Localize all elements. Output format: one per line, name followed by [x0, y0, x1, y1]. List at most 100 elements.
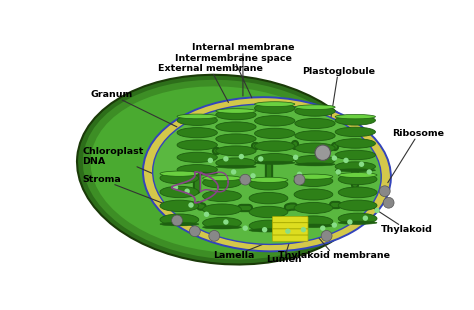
Ellipse shape: [338, 187, 377, 198]
Circle shape: [262, 227, 267, 232]
Ellipse shape: [335, 127, 375, 137]
Ellipse shape: [202, 217, 241, 228]
Ellipse shape: [177, 165, 218, 175]
Circle shape: [321, 230, 332, 241]
Ellipse shape: [255, 161, 295, 164]
Circle shape: [320, 225, 326, 231]
Text: Intermembrane space: Intermembrane space: [175, 54, 292, 98]
Ellipse shape: [202, 226, 241, 229]
Circle shape: [343, 158, 349, 163]
Ellipse shape: [216, 109, 256, 113]
Circle shape: [223, 219, 228, 225]
Circle shape: [347, 219, 353, 225]
Circle shape: [209, 230, 219, 241]
Ellipse shape: [335, 139, 375, 148]
Text: Granum: Granum: [91, 91, 177, 127]
FancyBboxPatch shape: [273, 235, 308, 241]
Ellipse shape: [160, 214, 199, 225]
Ellipse shape: [216, 110, 256, 120]
Ellipse shape: [153, 104, 381, 244]
Text: External membrane: External membrane: [158, 64, 263, 103]
Text: Plastoglobule: Plastoglobule: [302, 67, 375, 142]
Circle shape: [243, 225, 248, 231]
Circle shape: [374, 208, 380, 213]
Circle shape: [315, 145, 330, 160]
Ellipse shape: [160, 186, 199, 198]
Ellipse shape: [160, 171, 199, 176]
Ellipse shape: [295, 143, 335, 153]
Circle shape: [208, 158, 213, 163]
Circle shape: [285, 228, 291, 234]
Ellipse shape: [338, 221, 377, 224]
Ellipse shape: [77, 75, 375, 264]
Ellipse shape: [249, 179, 288, 190]
Ellipse shape: [249, 177, 288, 183]
Circle shape: [379, 186, 390, 197]
Ellipse shape: [177, 128, 218, 138]
Circle shape: [332, 155, 337, 161]
Ellipse shape: [177, 152, 218, 162]
Ellipse shape: [295, 105, 335, 109]
Circle shape: [297, 171, 302, 177]
Ellipse shape: [160, 200, 199, 211]
Ellipse shape: [177, 172, 218, 175]
Text: Lumen: Lumen: [266, 237, 302, 264]
Circle shape: [363, 215, 368, 221]
Text: Thylakoid: Thylakoid: [368, 204, 433, 234]
Ellipse shape: [91, 86, 361, 253]
Ellipse shape: [295, 155, 335, 166]
Ellipse shape: [249, 193, 288, 204]
Circle shape: [240, 174, 251, 185]
Circle shape: [258, 156, 264, 162]
Ellipse shape: [249, 228, 288, 232]
Circle shape: [172, 215, 182, 226]
Ellipse shape: [216, 146, 256, 156]
Circle shape: [184, 188, 190, 194]
Ellipse shape: [335, 162, 375, 171]
Circle shape: [223, 156, 228, 162]
Ellipse shape: [249, 206, 288, 218]
Circle shape: [293, 155, 298, 160]
Circle shape: [332, 222, 337, 228]
Ellipse shape: [216, 165, 256, 168]
Text: Stroma: Stroma: [82, 175, 169, 206]
Ellipse shape: [294, 202, 333, 214]
Ellipse shape: [335, 169, 375, 172]
Circle shape: [294, 174, 305, 185]
Ellipse shape: [255, 116, 295, 126]
Circle shape: [383, 197, 394, 208]
Circle shape: [239, 154, 244, 159]
Circle shape: [250, 173, 255, 179]
Ellipse shape: [216, 134, 256, 144]
Ellipse shape: [338, 213, 377, 224]
Ellipse shape: [177, 115, 218, 126]
Circle shape: [190, 226, 201, 237]
Circle shape: [301, 227, 306, 232]
Ellipse shape: [294, 224, 333, 228]
Ellipse shape: [160, 172, 199, 184]
Ellipse shape: [295, 131, 335, 141]
Ellipse shape: [295, 163, 335, 166]
Ellipse shape: [202, 177, 241, 188]
Ellipse shape: [177, 140, 218, 150]
Circle shape: [359, 162, 364, 167]
Ellipse shape: [202, 204, 241, 215]
Ellipse shape: [295, 106, 335, 116]
Ellipse shape: [294, 189, 333, 200]
Ellipse shape: [216, 158, 256, 168]
Ellipse shape: [160, 222, 199, 226]
FancyBboxPatch shape: [273, 223, 308, 229]
Ellipse shape: [202, 190, 241, 202]
Ellipse shape: [83, 80, 369, 259]
Ellipse shape: [335, 150, 375, 160]
Ellipse shape: [143, 97, 391, 251]
Ellipse shape: [255, 103, 295, 113]
Text: Ribosome: Ribosome: [388, 129, 445, 183]
Ellipse shape: [255, 102, 295, 107]
Circle shape: [231, 169, 237, 175]
Circle shape: [188, 202, 194, 208]
Ellipse shape: [255, 153, 295, 164]
Text: Thylakoid membrane: Thylakoid membrane: [278, 236, 391, 260]
Ellipse shape: [294, 174, 333, 179]
Ellipse shape: [255, 141, 295, 151]
